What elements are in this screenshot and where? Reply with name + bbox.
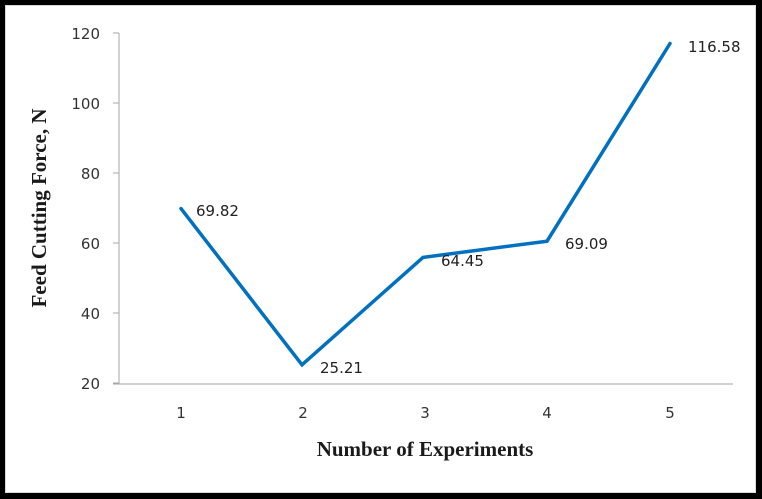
y-tick-label: 100 xyxy=(71,95,100,113)
data-label: 69.82 xyxy=(196,202,239,220)
x-tick-label: 3 xyxy=(420,404,430,422)
y-axis-title: Feed Cutting Force, N xyxy=(27,108,51,307)
data-label: 25.21 xyxy=(320,359,363,377)
x-tick-label: 5 xyxy=(665,404,675,422)
data-label: 69.09 xyxy=(565,235,608,253)
y-tick-label: 80 xyxy=(81,165,100,183)
data-label: 116.58 xyxy=(688,38,741,56)
y-axis-tick-labels: 120 100 80 60 40 20 xyxy=(71,25,100,393)
series-line xyxy=(179,41,672,368)
x-axis-tick-labels: 1 2 3 4 5 xyxy=(176,404,675,422)
x-axis-title: Number of Experiments xyxy=(317,437,534,461)
y-axis-ticks xyxy=(113,32,119,384)
y-tick-label: 20 xyxy=(81,375,100,393)
x-tick-label: 2 xyxy=(298,404,308,422)
x-tick-label: 1 xyxy=(176,404,186,422)
y-tick-label: 40 xyxy=(81,305,100,323)
data-label: 64.45 xyxy=(441,252,484,270)
y-tick-label: 120 xyxy=(71,25,100,43)
data-labels: 69.82 25.21 64.45 69.09 116.58 xyxy=(196,38,741,377)
x-tick-label: 4 xyxy=(542,404,552,422)
y-tick-label: 60 xyxy=(81,235,100,253)
